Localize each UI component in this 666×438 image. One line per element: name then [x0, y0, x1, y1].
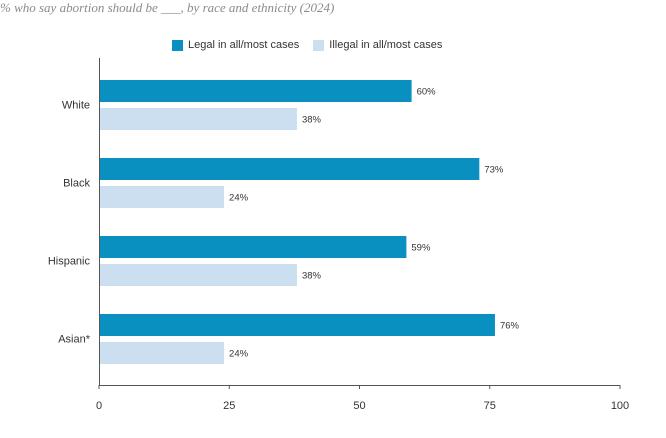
- legend-swatch-legal: [172, 39, 183, 51]
- bar-legal-black: [99, 158, 480, 180]
- data-label-illegal-asian: 24%: [229, 349, 249, 360]
- legend-item-illegal: Illegal in all/most cases: [313, 39, 442, 51]
- data-label-illegal-white: 38%: [302, 115, 322, 126]
- data-label-legal-hispanic: 59%: [411, 243, 431, 254]
- legend-item-legal: Legal in all/most cases: [172, 39, 299, 51]
- data-label-legal-white: 60%: [417, 87, 437, 98]
- category-label-black: Black: [63, 178, 90, 190]
- legend-label-legal: Legal in all/most cases: [188, 39, 300, 51]
- category-label-white: White: [62, 100, 90, 112]
- x-tick-label-50: 50: [353, 400, 365, 412]
- x-tick-label-0: 0: [96, 400, 102, 412]
- data-label-legal-asian: 76%: [500, 321, 520, 332]
- bar-illegal-hispanic: [99, 264, 297, 286]
- x-tick-label-100: 100: [611, 400, 629, 412]
- chart-legend: Legal in all/most cases Illegal in all/m…: [172, 39, 456, 51]
- category-label-hispanic: Hispanic: [48, 256, 91, 268]
- legend-swatch-illegal: [313, 39, 325, 51]
- x-tick-label-75: 75: [484, 400, 496, 412]
- data-label-illegal-hispanic: 38%: [302, 271, 322, 282]
- bar-illegal-white: [99, 108, 297, 130]
- bar-legal-asian: [99, 314, 495, 336]
- bar-legal-white: [99, 80, 412, 102]
- data-label-illegal-black: 24%: [229, 193, 249, 204]
- chart-subtitle: % who say abortion should be ___, by rac…: [0, 0, 335, 15]
- bar-legal-hispanic: [99, 236, 407, 258]
- category-label-asian: Asian*: [58, 334, 91, 346]
- bar-illegal-asian: [99, 342, 225, 364]
- legend-label-illegal: Illegal in all/most cases: [329, 39, 443, 51]
- bar-illegal-black: [99, 186, 225, 208]
- data-label-legal-black: 73%: [484, 165, 504, 176]
- x-tick-label-25: 25: [223, 400, 235, 412]
